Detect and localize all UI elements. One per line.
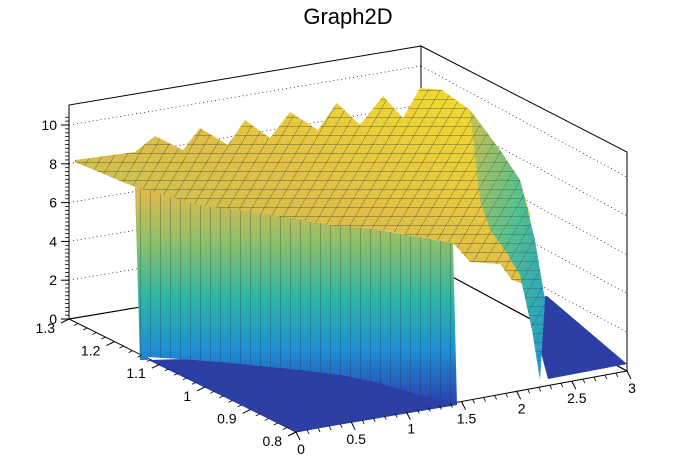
y-minor-tick xyxy=(146,359,151,363)
y-minor-tick xyxy=(228,400,233,403)
x-minor-tick xyxy=(582,378,586,384)
x-minor-tick xyxy=(295,431,299,437)
z-tick-label: 10 xyxy=(41,117,57,133)
y-minor-tick xyxy=(101,336,106,340)
y-minor-tick xyxy=(237,404,242,408)
y-tick-label: 0.8 xyxy=(263,433,283,449)
x-minor-tick xyxy=(439,405,442,410)
y-tick-label: 1.1 xyxy=(126,365,146,381)
z-tick-label: 6 xyxy=(49,195,57,211)
x-minor-tick xyxy=(483,397,486,402)
x-minor-tick xyxy=(417,409,420,414)
x-minor-tick xyxy=(328,425,332,431)
x-tick-label: 0 xyxy=(297,441,305,457)
y-minor-tick xyxy=(282,427,288,430)
y-minor-tick xyxy=(246,409,251,412)
y-minor-tick xyxy=(219,395,224,399)
z-tick-label: 8 xyxy=(49,156,57,172)
x-tick-label: 2 xyxy=(518,400,526,416)
y-minor-tick xyxy=(201,386,206,390)
x-minor-tick xyxy=(615,372,619,378)
x-minor-tick xyxy=(461,401,464,406)
y-tick-label: 1 xyxy=(183,388,191,404)
x-minor-tick xyxy=(405,411,409,416)
x-minor-tick xyxy=(604,374,608,380)
x-minor-tick xyxy=(383,415,387,420)
x-minor-tick xyxy=(350,421,354,427)
y-minor-tick xyxy=(64,318,70,322)
x-minor-tick xyxy=(372,417,376,422)
x-minor-tick xyxy=(593,376,597,382)
x-minor-tick xyxy=(527,389,531,394)
y-minor-tick xyxy=(173,372,179,376)
y-minor-tick xyxy=(137,354,142,358)
x-minor-tick xyxy=(472,399,475,404)
x-minor-tick xyxy=(494,395,497,400)
x-minor-tick xyxy=(361,419,365,424)
x-minor-tick xyxy=(306,429,310,435)
y-minor-tick xyxy=(128,350,133,353)
x-tick-label: 0.5 xyxy=(346,431,366,447)
y-minor-tick xyxy=(119,345,124,349)
surface-front-wall xyxy=(135,187,457,405)
x-tick-label: 3 xyxy=(628,380,636,396)
x-tick-label: 1.5 xyxy=(457,411,477,427)
y-minor-tick xyxy=(291,431,297,435)
x-minor-tick xyxy=(505,393,508,398)
y-minor-tick xyxy=(273,422,279,426)
y-minor-tick xyxy=(82,327,88,331)
x-minor-tick xyxy=(317,427,321,433)
x-minor-tick xyxy=(450,403,453,408)
y-minor-tick xyxy=(255,413,260,417)
x-minor-tick xyxy=(428,407,431,412)
z-tick-label: 4 xyxy=(49,233,57,249)
z-tick-label: 0 xyxy=(49,311,57,327)
y-minor-tick xyxy=(210,390,215,394)
y-tick-label: 1.2 xyxy=(81,343,101,359)
x-axis: 0 0.5 1 1.5 2 2.5 3 xyxy=(295,370,636,457)
x-tick-label: 2.5 xyxy=(567,390,587,406)
y-minor-tick xyxy=(92,332,97,335)
x-minor-tick xyxy=(516,391,520,396)
z-tick-label: 2 xyxy=(49,272,57,288)
y-minor-tick xyxy=(264,418,269,421)
x-minor-tick xyxy=(560,383,564,388)
x-minor-tick xyxy=(538,387,542,392)
y-minor-tick xyxy=(191,381,197,385)
y-minor-tick xyxy=(155,363,160,367)
y-tick-label: 1.3 xyxy=(36,320,56,336)
y-minor-tick xyxy=(164,368,170,372)
x-minor-tick xyxy=(571,380,575,386)
x-tick-label: 1 xyxy=(407,421,415,437)
x-minor-tick xyxy=(549,385,553,390)
y-tick-label: 0.9 xyxy=(217,410,237,426)
x-minor-tick xyxy=(339,423,343,429)
y-minor-tick xyxy=(73,323,79,326)
z-axis: 0 2 4 6 8 10 xyxy=(41,105,70,327)
y-minor-tick xyxy=(182,377,188,381)
chart-title: Graph2D xyxy=(303,4,393,29)
surface-top xyxy=(75,88,545,380)
x-minor-tick xyxy=(394,413,398,418)
y-minor-tick xyxy=(110,341,115,344)
y-axis: 0.8 0.9 1 1.1 1.2 1.3 xyxy=(36,318,297,449)
x-minor-tick xyxy=(626,370,630,376)
